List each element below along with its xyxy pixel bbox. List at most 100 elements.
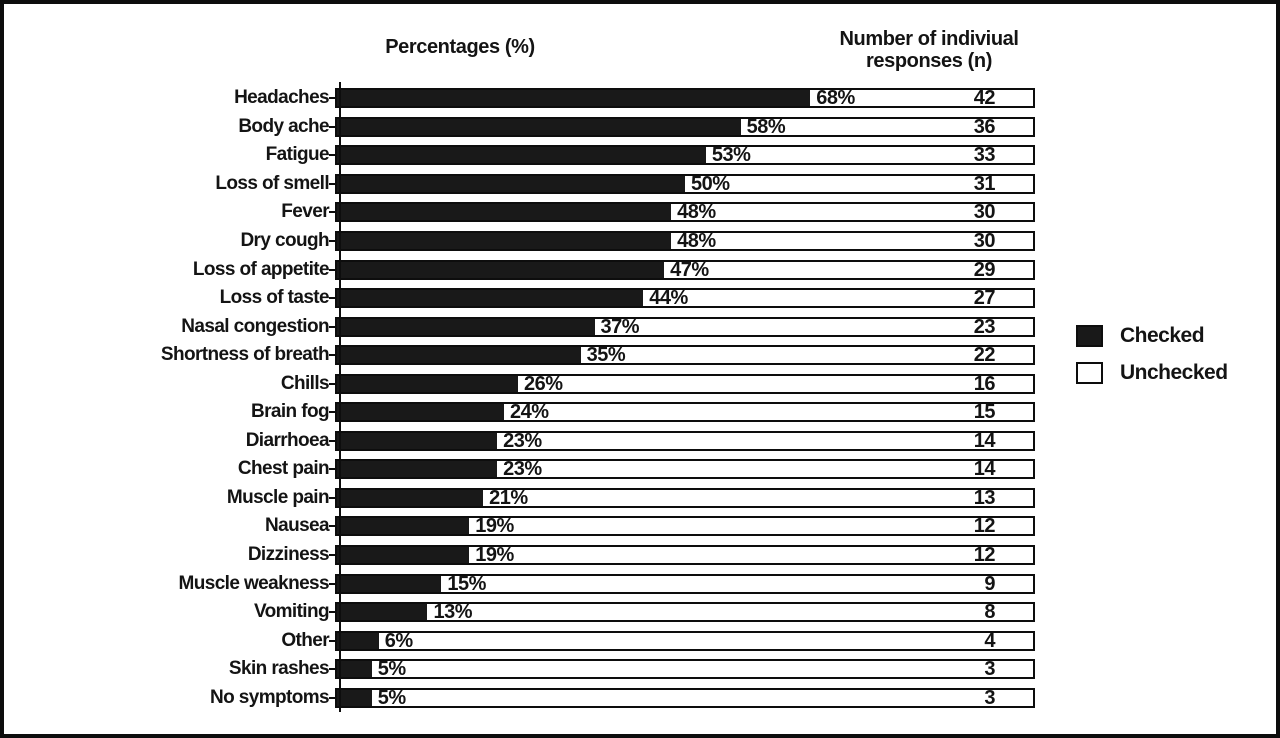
bar-track-unchecked: 58% 36 [335, 115, 1035, 138]
bar-row: Dry cough 48% 30 [4, 227, 1064, 256]
bar-row: Muscle pain 21% 13 [4, 484, 1064, 513]
category-label: Skin rashes [228, 658, 330, 680]
bar-row: Loss of taste 44% 27 [4, 284, 1064, 313]
bar-track-unchecked: 6% 4 [335, 629, 1035, 652]
bar-fill-checked [337, 575, 442, 592]
percent-label: 37% [600, 315, 640, 338]
category-label: Loss of appetite [192, 258, 330, 280]
count-label: 14 [973, 458, 996, 481]
axis-tick-icon [329, 611, 335, 614]
category-label: Loss of smell [215, 172, 329, 194]
bar-track-unchecked: 26% 16 [335, 372, 1035, 395]
axis-tick-icon [329, 240, 335, 242]
bar-track-unchecked: 35% 22 [335, 344, 1035, 367]
axis-tick-icon [329, 439, 335, 442]
count-label: 23 [973, 315, 996, 338]
axis-tick-icon [329, 668, 335, 671]
percent-label: 19% [475, 515, 514, 538]
count-label: 8 [984, 601, 995, 624]
category-label: Brain fog [251, 401, 330, 423]
count-label: 27 [973, 287, 996, 310]
bar-row: Fever 48% 30 [4, 198, 1064, 227]
bar-row: Loss of smell 50% 31 [4, 170, 1064, 199]
axis-tick-icon [329, 211, 335, 214]
axis-tick-icon [329, 696, 335, 699]
percent-label: 6% [384, 629, 413, 652]
axis-tick-icon [329, 125, 335, 128]
category-label: Headaches [234, 87, 330, 109]
bar-row: Chills 26% 16 [4, 369, 1064, 398]
y-axis-line [339, 82, 341, 712]
count-label: 12 [973, 515, 996, 538]
bar-fill-checked [337, 489, 484, 506]
category-label: Nausea [265, 515, 330, 537]
percent-label: 13% [433, 601, 472, 624]
bar-row: No symptoms 5% 3 [4, 683, 1064, 712]
bar-fill-checked [337, 604, 428, 621]
category-label: Muscle pain [226, 486, 330, 508]
legend: Checked Unchecked [1076, 324, 1228, 385]
count-label: 13 [973, 486, 996, 509]
bar-row: Diarrhoea 23% 14 [4, 427, 1064, 456]
bar-track-unchecked: 53% 33 [335, 145, 1035, 166]
count-label: 4 [984, 629, 995, 652]
bar-track-unchecked: 19% 12 [335, 544, 1035, 567]
axis-tick-icon [329, 297, 335, 300]
count-label: 3 [984, 658, 995, 681]
percent-label: 5% [377, 686, 406, 709]
bar-fill-checked [337, 204, 672, 221]
category-label: No symptoms [209, 686, 330, 708]
bar-fill-checked [337, 318, 595, 335]
bar-fill-checked [337, 90, 811, 107]
category-label: Dizziness [247, 544, 330, 566]
bar-row: Fatigue 53% 33 [4, 141, 1064, 170]
axis-tick-icon [329, 268, 335, 271]
bar-track-unchecked: 13% 8 [335, 601, 1035, 624]
category-label: Chest pain [237, 458, 330, 480]
count-label: 36 [973, 115, 996, 138]
count-label: 9 [984, 572, 995, 595]
percent-label: 35% [586, 344, 626, 367]
axis-tick-icon [329, 354, 335, 357]
category-label: Fever [281, 201, 329, 223]
category-label: Body ache [238, 115, 329, 137]
axis-tick-icon [329, 582, 335, 585]
count-label: 12 [973, 544, 996, 567]
bar-track-unchecked: 19% 12 [335, 515, 1035, 538]
category-label: Muscle weakness [178, 572, 330, 594]
category-label: Loss of taste [219, 287, 330, 309]
bar-fill-checked [337, 118, 741, 135]
bar-track-unchecked: 48% 30 [335, 231, 1035, 251]
bar-row: Loss of appetite 47% 29 [4, 255, 1064, 284]
count-label: 42 [973, 87, 996, 110]
bar-track-unchecked: 44% 27 [335, 287, 1035, 310]
bar-fill-checked [337, 175, 685, 192]
percent-label: 19% [475, 544, 514, 567]
category-label: Shortness of breath [160, 344, 330, 366]
bar-fill-checked [337, 547, 470, 564]
checked-swatch-icon [1076, 325, 1103, 347]
left-axis-title: Percentages (%) [385, 36, 535, 58]
percent-label: 50% [691, 172, 730, 195]
count-label: 22 [973, 344, 996, 367]
bar-fill-checked [337, 518, 470, 535]
axis-tick-icon [329, 496, 335, 499]
percent-label: 26% [523, 372, 563, 395]
bar-track-unchecked: 5% 3 [335, 658, 1035, 681]
bar-track-unchecked: 37% 23 [335, 315, 1035, 338]
count-label: 29 [973, 258, 996, 281]
bar-row: Chest pain 23% 14 [4, 455, 1064, 484]
bar-fill-checked [337, 689, 372, 706]
bar-track-unchecked: 15% 9 [335, 572, 1035, 595]
bar-track-unchecked: 68% 42 [335, 87, 1035, 110]
bar-row: Brain fog 24% 15 [4, 398, 1064, 427]
legend-item-checked: Checked [1076, 324, 1228, 348]
bar-row: Other 6% 4 [4, 626, 1064, 655]
category-label: Other [281, 629, 329, 651]
bar-row: Muscle weakness 15% 9 [4, 569, 1064, 598]
bar-fill-checked [337, 147, 706, 164]
bar-fill-checked [337, 661, 372, 678]
bar-fill-checked [337, 404, 505, 421]
category-label: Vomiting [253, 601, 330, 623]
